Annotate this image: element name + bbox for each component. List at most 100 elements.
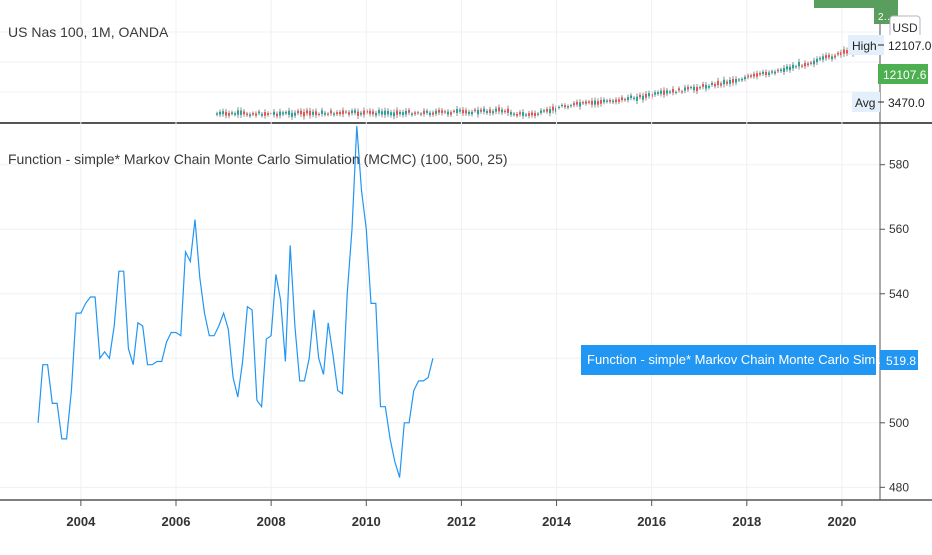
- candle-body: [717, 80, 719, 86]
- candle-body: [645, 93, 647, 98]
- candle-body: [462, 109, 464, 114]
- indicator-series-group: [37, 125, 434, 478]
- x-tick-label: 2012: [447, 514, 476, 529]
- candle-body: [591, 100, 593, 105]
- candle-body: [666, 90, 668, 94]
- candle-body: [579, 102, 581, 107]
- x-tick-label: 2006: [162, 514, 191, 529]
- candle-body: [828, 54, 830, 58]
- candle-body: [735, 78, 737, 83]
- candle-body: [453, 110, 455, 112]
- candle-body: [738, 79, 740, 81]
- candle-body: [441, 110, 443, 114]
- candle-body: [498, 107, 500, 112]
- time-axis[interactable]: 2004 2006 2008 2010 2012 2014 2016 2018 2020: [66, 500, 856, 529]
- candle-body: [780, 69, 782, 72]
- candle-body: [630, 95, 632, 99]
- candle-body: [444, 111, 446, 113]
- candle-body: [582, 102, 584, 104]
- symbol-title[interactable]: US Nas 100, 1M, OANDA: [8, 24, 169, 40]
- candle-body: [426, 110, 428, 113]
- candle-body: [216, 113, 218, 115]
- candle-body: [402, 112, 404, 115]
- candle-body: [798, 61, 800, 67]
- indicator-pane-grid: [0, 0, 880, 500]
- avg-badge: Avg 3470.0: [852, 92, 928, 112]
- candle-body: [516, 113, 518, 116]
- x-tick-label: 2010: [352, 514, 381, 529]
- candle-body: [633, 97, 635, 100]
- candle-body: [720, 83, 722, 86]
- indicator-y-axis[interactable]: 480500520540560580: [880, 158, 909, 495]
- candle-body: [765, 71, 767, 76]
- candle-body: [570, 105, 572, 107]
- candle-body: [525, 114, 527, 116]
- candle-body: [315, 111, 317, 116]
- candle-body: [537, 113, 539, 115]
- candle-body: [237, 110, 239, 115]
- candle-body: [543, 110, 545, 112]
- candle-body: [555, 108, 557, 112]
- candle-body: [705, 84, 707, 89]
- candle-body: [381, 111, 383, 115]
- candle-body: [258, 111, 260, 114]
- indicator-series-line: [37, 125, 434, 478]
- candle-body: [309, 110, 311, 116]
- candle-body: [552, 106, 554, 111]
- candle-body: [642, 95, 644, 100]
- candle-body: [471, 111, 473, 115]
- candle-body: [489, 109, 491, 113]
- candle-body: [468, 111, 470, 115]
- candle-body: [561, 104, 563, 107]
- candle-body: [321, 110, 323, 114]
- candle-body: [831, 56, 833, 60]
- candle-body: [615, 99, 617, 103]
- top-badge-text: 2…: [878, 12, 894, 23]
- candle-body: [411, 113, 413, 116]
- candle-body: [732, 78, 734, 83]
- candle-body: [306, 110, 308, 114]
- candle-body: [507, 108, 509, 113]
- candle-body: [243, 111, 245, 115]
- candle-body: [687, 86, 689, 90]
- candle-body: [783, 67, 785, 73]
- candle-body: [228, 113, 230, 116]
- candle-body: [711, 82, 713, 85]
- candle-body: [339, 111, 341, 115]
- y-tick-label: 580: [889, 158, 909, 172]
- candle-body: [699, 87, 701, 89]
- candle-body: [294, 112, 296, 116]
- candle-body: [474, 109, 476, 112]
- candle-body: [669, 91, 671, 93]
- currency-badge[interactable]: USD: [889, 15, 921, 39]
- indicator-last-value: 519.8: [886, 354, 916, 368]
- candle-body: [558, 106, 560, 108]
- candle-body: [429, 112, 431, 116]
- candle-body: [438, 109, 440, 113]
- candle-body: [420, 113, 422, 115]
- candle-body: [522, 112, 524, 116]
- candle-body: [366, 110, 368, 113]
- indicator-title[interactable]: Function - simple* Markov Chain Monte Ca…: [8, 151, 508, 167]
- candle-body: [744, 76, 746, 80]
- y-tick-label: 540: [889, 287, 909, 301]
- candle-body: [492, 111, 494, 114]
- last-price-badge: 12107.6: [878, 64, 928, 84]
- candle-body: [549, 109, 551, 114]
- candle-body: [576, 101, 578, 105]
- candle-body: [264, 112, 266, 116]
- x-tick-label: 2018: [732, 514, 761, 529]
- candle-body: [303, 111, 305, 117]
- high-badge: High 12107.0: [848, 35, 932, 55]
- candle-body: [354, 110, 356, 113]
- candle-body: [288, 110, 290, 115]
- candle-body: [825, 55, 827, 59]
- candle-body: [363, 110, 365, 115]
- candle-body: [231, 112, 233, 114]
- candle-body: [600, 100, 602, 104]
- candle-body: [546, 109, 548, 112]
- candle-body: [816, 58, 818, 63]
- candle-body: [636, 96, 638, 101]
